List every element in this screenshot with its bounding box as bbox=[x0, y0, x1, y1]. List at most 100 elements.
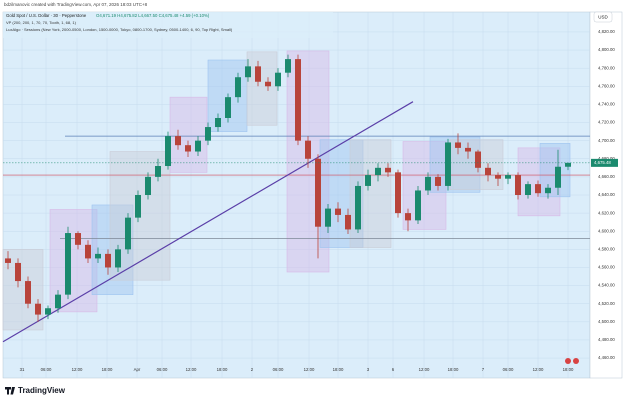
candle-body bbox=[175, 136, 181, 146]
candle-body bbox=[495, 175, 501, 179]
candle-body bbox=[425, 176, 431, 191]
flag-icons bbox=[565, 358, 579, 364]
x-tick-label: 6 bbox=[392, 367, 395, 372]
candle-body bbox=[185, 145, 191, 152]
caption: bdzilmanovic created with TradingView.co… bbox=[4, 2, 148, 7]
y-tick-label: 4,500.00 bbox=[598, 319, 615, 324]
x-tick-label: 3 bbox=[367, 367, 370, 372]
candle-body bbox=[375, 167, 381, 176]
y-tick-label: 4,540.00 bbox=[598, 283, 615, 288]
currency[interactable]: USD bbox=[598, 15, 608, 20]
last-price-tag bbox=[591, 158, 618, 167]
session-box bbox=[246, 51, 278, 126]
y-tick-label: 4,460.00 bbox=[598, 355, 615, 360]
y-tick-label: 4,600.00 bbox=[598, 228, 615, 233]
flag-icon bbox=[573, 358, 579, 364]
candle-body bbox=[295, 59, 301, 141]
candle-body bbox=[305, 140, 311, 159]
candle-body bbox=[555, 166, 561, 188]
ohlc-readout: O4,671.19 H4,675.82 L4,667.50 C4,675.48 … bbox=[96, 13, 210, 18]
session-box bbox=[207, 59, 248, 132]
candle-body bbox=[75, 233, 81, 245]
trend-line bbox=[2, 101, 414, 343]
candle-body bbox=[115, 249, 121, 268]
candle-body bbox=[25, 281, 31, 304]
y-tick-label: 4,700.00 bbox=[598, 138, 615, 143]
y-tick-label: 4,800.00 bbox=[598, 47, 615, 52]
x-tick-label: 06:00 bbox=[503, 367, 514, 372]
y-tick-label: 4,660.00 bbox=[598, 174, 615, 179]
x-tick-label: 18:00 bbox=[448, 367, 459, 372]
currency-button[interactable] bbox=[593, 11, 613, 23]
indicator-vp: VP (200, 200, 1, 70, 70, Tooth, 1, 68, 1… bbox=[6, 20, 77, 25]
y-tick-label: 4,820.00 bbox=[598, 29, 615, 34]
candle-body bbox=[525, 184, 531, 195]
x-tick-label: 18:00 bbox=[102, 367, 113, 372]
x-tick-label: 31 bbox=[20, 367, 25, 372]
x-tick-label: 12:00 bbox=[186, 367, 197, 372]
candle-body bbox=[435, 176, 441, 186]
y-tick-label: 4,680.00 bbox=[598, 156, 615, 161]
candle-body bbox=[245, 66, 251, 78]
candle-body bbox=[415, 190, 421, 221]
y-tick-label: 4,580.00 bbox=[598, 246, 615, 251]
candle-body bbox=[35, 303, 41, 315]
y-tick-label: 4,560.00 bbox=[598, 265, 615, 270]
candle-body bbox=[145, 176, 151, 195]
candle-body bbox=[485, 167, 491, 176]
x-tick-label: 06:00 bbox=[273, 367, 284, 372]
logo-mark bbox=[5, 387, 15, 395]
y-tick-label: 4,760.00 bbox=[598, 83, 615, 88]
candle-body bbox=[135, 195, 141, 218]
x-tick-label: 12:00 bbox=[533, 367, 544, 372]
candle-body bbox=[515, 175, 521, 195]
candle-body bbox=[195, 140, 201, 152]
y-tick-label: 4,720.00 bbox=[598, 120, 615, 125]
candle-body bbox=[275, 72, 281, 87]
brand-logo: TradingView bbox=[5, 386, 66, 395]
x-tick-label: 12:00 bbox=[304, 367, 315, 372]
candle-body bbox=[285, 59, 291, 73]
candle-body bbox=[335, 208, 341, 215]
last-price-label: 4,675.48 bbox=[594, 160, 611, 165]
candle-body bbox=[65, 233, 71, 295]
candle-body bbox=[445, 142, 451, 186]
session-box bbox=[169, 96, 208, 173]
candle-body bbox=[55, 294, 61, 309]
y-tick-label: 4,780.00 bbox=[598, 65, 615, 70]
candle-body bbox=[205, 127, 211, 141]
x-tick-label: 18:00 bbox=[217, 367, 228, 372]
candle-body bbox=[235, 77, 241, 98]
candle-body bbox=[325, 208, 331, 227]
candle-body bbox=[255, 66, 261, 82]
candle-body bbox=[505, 175, 511, 179]
candle-body bbox=[95, 253, 101, 259]
candle-body bbox=[465, 147, 471, 152]
legend-backdrop bbox=[3, 12, 333, 38]
candle-body bbox=[15, 262, 21, 282]
candle-body bbox=[455, 142, 461, 148]
y-tick-label: 4,740.00 bbox=[598, 102, 615, 107]
flag-icon bbox=[565, 358, 571, 364]
candle-body bbox=[475, 151, 481, 168]
candle-body bbox=[535, 184, 541, 194]
x-tick-label: 06:00 bbox=[41, 367, 52, 372]
y-tick-label: 4,620.00 bbox=[598, 210, 615, 215]
x-tick-label: 7 bbox=[482, 367, 485, 372]
x-tick-label: 12:00 bbox=[72, 367, 83, 372]
x-tick-label: 2 bbox=[251, 367, 254, 372]
candle-body bbox=[215, 117, 221, 128]
candle-body bbox=[5, 258, 11, 263]
candle-body bbox=[125, 217, 131, 250]
candle-body bbox=[315, 158, 321, 227]
candle-body bbox=[565, 162, 571, 167]
candle-body bbox=[405, 213, 411, 221]
y-tick-label: 4,480.00 bbox=[598, 337, 615, 342]
candle-body bbox=[165, 136, 171, 167]
indicator-sessions: LuxAlgo · Sessions (New York, 2000-0500,… bbox=[6, 27, 233, 32]
candle-body bbox=[225, 97, 231, 118]
candle-body bbox=[385, 167, 391, 173]
plot bbox=[2, 12, 590, 378]
symbol-title: Gold Spot / U.S. Dollar · 30 · Peppersto… bbox=[6, 13, 87, 18]
